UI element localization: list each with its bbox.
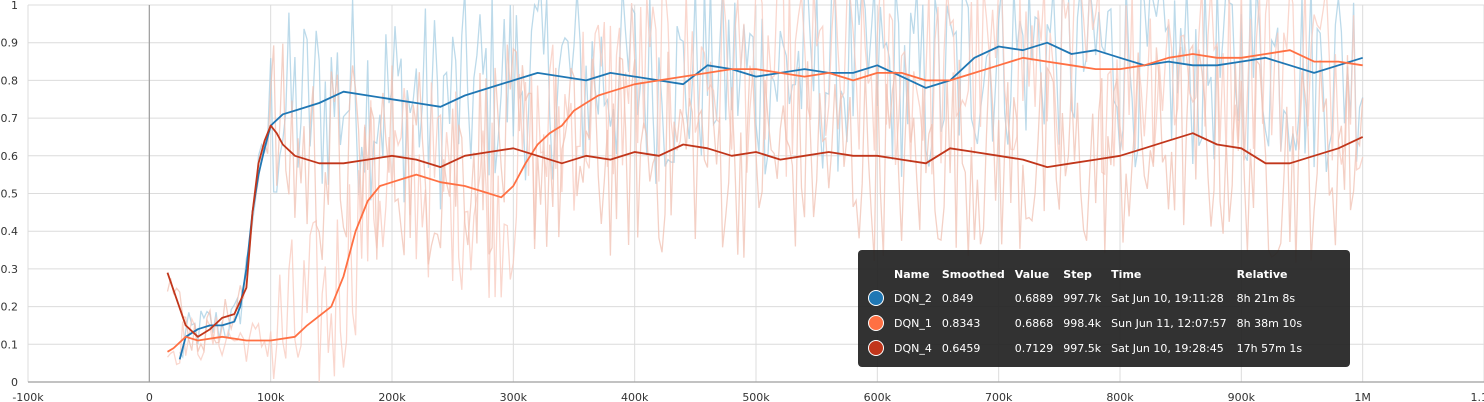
tooltip-time: Sat Jun 10, 19:11:28: [1111, 291, 1224, 305]
x-tick-label: 100k: [257, 391, 285, 402]
x-tick-label: 300k: [500, 391, 528, 402]
smoothed-series-lines: [166, 41, 1364, 360]
tooltip-table: Name Smoothed Value Step Time Relative D…: [868, 268, 1312, 365]
tooltip-relative: 17h 57m 1s: [1236, 341, 1303, 355]
x-tick-label: 0: [146, 391, 153, 402]
tooltip-relative: 8h 21m 8s: [1236, 291, 1296, 305]
tooltip-value: 0.7129: [1014, 341, 1054, 355]
series-dot-icon: [868, 290, 884, 306]
x-tick-label: 900k: [1228, 391, 1256, 402]
series-line-DQN_1: [167, 49, 1363, 353]
series-color-dot: [868, 340, 894, 365]
y-tick-label: 0.7: [1, 112, 19, 125]
x-tick-label: -100k: [12, 391, 44, 402]
raw-line-DQN_1: [166, 0, 1364, 383]
tooltip-time: Sat Jun 10, 19:28:45: [1111, 341, 1224, 355]
raw-line-DQN_4: [166, 43, 1364, 354]
tooltip-value: 0.6868: [1014, 316, 1054, 330]
series-dot-icon: [868, 340, 884, 356]
tooltip-header-dot: [868, 268, 894, 290]
raw-series-lines: [166, 0, 1364, 383]
x-tick-label: 200k: [378, 391, 406, 402]
series-color-dot: [868, 290, 894, 315]
axes: [28, 5, 1484, 383]
tooltip-relative: 8h 38m 10s: [1236, 316, 1303, 330]
tooltip-header-row: Name Smoothed Value Step Time Relative: [868, 268, 1312, 290]
y-tick-label: 0.4: [1, 225, 19, 238]
y-tick-label: 0.2: [1, 301, 19, 314]
x-tick-label: 1.1M: [1471, 391, 1484, 402]
tooltip-header-step: Step: [1063, 268, 1092, 281]
tooltip-header-name: Name: [894, 268, 930, 281]
x-tick-label: 500k: [742, 391, 770, 402]
tooltip-header-time: Time: [1111, 268, 1142, 281]
tooltip-row: DQN_2 0.849 0.6889 997.7k Sat Jun 10, 19…: [868, 290, 1312, 315]
tooltip-row: DQN_1 0.8343 0.6868 998.4k Sun Jun 11, 1…: [868, 315, 1312, 340]
tooltip-time: Sun Jun 11, 12:07:57: [1111, 316, 1227, 330]
x-tick-label: 1M: [1354, 391, 1371, 402]
tooltip-header-value: Value: [1014, 268, 1050, 281]
tooltip-name: DQN_1: [894, 316, 932, 330]
tooltip-value: 0.6889: [1014, 291, 1054, 305]
series-dot-icon: [868, 315, 884, 331]
y-tick-label: 0.3: [1, 263, 19, 276]
hover-tooltip: Name Smoothed Value Step Time Relative D…: [858, 250, 1350, 367]
x-tick-label: 700k: [985, 391, 1013, 402]
tooltip-step: 998.4k: [1063, 316, 1102, 330]
y-tick-label: 0.8: [1, 74, 19, 87]
tooltip-smoothed: 0.6459: [941, 341, 981, 355]
x-tick-label: 600k: [864, 391, 892, 402]
y-tick-label: 0.9: [1, 37, 19, 50]
tooltip-header-relative: Relative: [1236, 268, 1288, 281]
tooltip-step: 997.7k: [1063, 291, 1102, 305]
y-tick-label: 0.6: [1, 150, 19, 163]
y-tick-label: 0.1: [1, 338, 19, 351]
tooltip-name: DQN_4: [894, 341, 932, 355]
series-color-dot: [868, 315, 894, 340]
x-tick-label: 800k: [1106, 391, 1134, 402]
x-tick-label: 400k: [621, 391, 649, 402]
y-tick-label: 1: [11, 0, 18, 12]
series-line-DQN_4: [166, 124, 1364, 338]
tooltip-header-smoothed: Smoothed: [941, 268, 1005, 281]
y-tick-label: 0: [11, 376, 18, 389]
tooltip-smoothed: 0.8343: [941, 316, 981, 330]
tooltip-smoothed: 0.849: [941, 291, 974, 305]
series-line-DQN_2: [178, 41, 1363, 360]
tooltip-name: DQN_2: [894, 291, 932, 305]
tooltip-row: DQN_4 0.6459 0.7129 997.5k Sat Jun 10, 1…: [868, 340, 1312, 365]
y-tick-label: 0.5: [1, 188, 19, 201]
tooltip-step: 997.5k: [1063, 341, 1102, 355]
